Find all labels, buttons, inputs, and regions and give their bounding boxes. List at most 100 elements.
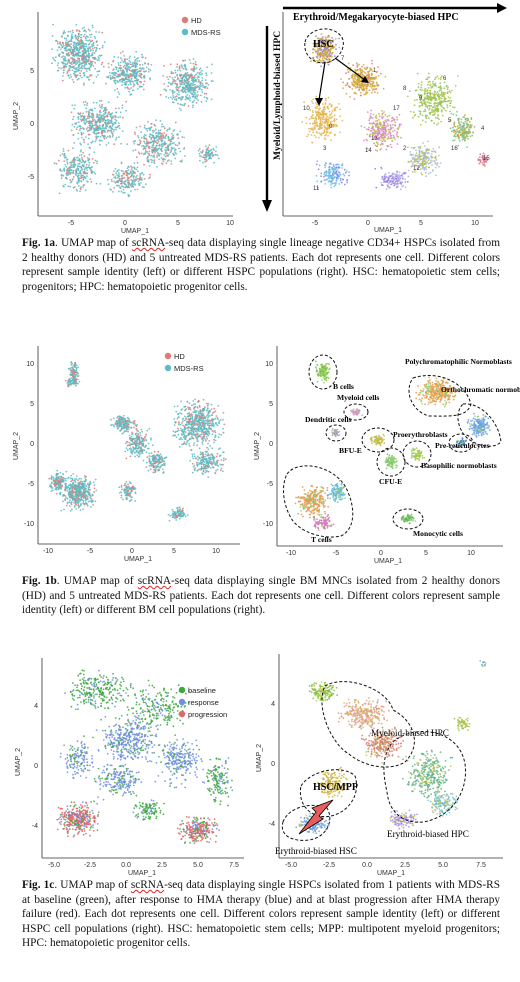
cluster-label: 3 <box>323 146 327 152</box>
cluster-label: 6 <box>443 76 447 82</box>
fig1b-caption: Fig. 1b. UMAP map of scRNA-seq data disp… <box>22 575 500 617</box>
tick: -2.5 <box>323 862 335 869</box>
tick: -5 <box>333 550 339 557</box>
tick: -5 <box>28 481 34 488</box>
tick: -4 <box>269 821 275 828</box>
tick: -10 <box>263 521 273 528</box>
legend: HD MDS-RS <box>181 16 221 37</box>
x-axis-label: UMAP_1 <box>128 870 156 877</box>
label-proerythroblasts: Proerythroblasts <box>393 430 448 439</box>
fig1b-right-umap: B cells Dendritic cells Myeloid cells BF… <box>254 346 520 565</box>
tick: -10 <box>24 521 34 528</box>
cluster-label: 11 <box>313 186 320 192</box>
tick: 0 <box>366 220 370 227</box>
tick: 0 <box>130 548 134 555</box>
tick: 0 <box>269 441 273 448</box>
cluster-label: 2 <box>403 146 407 152</box>
cluster-label: 12 <box>413 166 420 172</box>
x-axis-label: UMAP_1 <box>377 870 405 877</box>
cluster-label: 4 <box>481 126 485 132</box>
tick: 5 <box>176 220 180 227</box>
legend: HD MDS-RS <box>164 352 204 373</box>
x-axis-label: UMAP_1 <box>124 556 152 563</box>
tick: 5 <box>30 401 34 408</box>
tick: 0.0 <box>121 862 131 869</box>
tick: 0 <box>34 763 38 770</box>
tick: -10 <box>286 550 296 557</box>
tick: 0 <box>123 220 127 227</box>
tick: 5 <box>419 220 423 227</box>
cluster-label: 1 <box>373 68 377 74</box>
tick: 10 <box>212 548 220 555</box>
label-cfu-e: CFU-E <box>379 477 402 486</box>
y-axis-label: UMAP_2 <box>15 748 22 776</box>
tick: 10 <box>471 220 479 227</box>
tick: 5.0 <box>193 862 203 869</box>
tick: 7.5 <box>476 862 486 869</box>
tick: -4 <box>32 823 38 830</box>
fig1c-left-umap: -5.0 -2.5 0.0 2.5 5.0 7.5 4 0 -4 UMAP_1 … <box>15 658 244 877</box>
label-b-cells: B cells <box>333 382 354 391</box>
legend: baseline response progression <box>178 686 227 719</box>
fig1a-right-umap: Erythroid/Megakaryocyte-biased HPC Myelo… <box>262 3 507 234</box>
tick: 0 <box>271 761 275 768</box>
tick: -10 <box>43 548 53 555</box>
x-axis-label: UMAP_1 <box>374 558 402 565</box>
y-axis-label: UMAP_2 <box>13 432 20 460</box>
fig1c-right-umap: Myeloid-biased HPC HSC/MPP Erythroid-bia… <box>256 654 503 877</box>
tick: -5 <box>68 220 74 227</box>
svg-text:HD: HD <box>191 16 202 25</box>
tick: 2.5 <box>400 862 410 869</box>
tick: -5 <box>267 481 273 488</box>
tick: 5 <box>424 550 428 557</box>
tick: -5 <box>28 174 34 181</box>
tick: -5.0 <box>285 862 297 869</box>
cluster-label: 7 <box>341 56 345 62</box>
tick: 0 <box>379 550 383 557</box>
y-axis-label: UMAP_2 <box>254 432 261 460</box>
label-dendritic-cells: Dendritic cells <box>305 415 352 424</box>
fig1a-caption: Fig. 1a. UMAP map of scRNA-seq data disp… <box>22 237 500 293</box>
label-bfu-e: BFU-E <box>339 446 362 455</box>
label-myeloid-cells: Myeloid cells <box>337 393 379 402</box>
tick: 7.5 <box>229 862 239 869</box>
cluster-label: 17 <box>393 106 400 112</box>
tick: 0 <box>30 121 34 128</box>
label-t-cells: T cells <box>311 535 332 544</box>
cluster-label: 16 <box>451 146 458 152</box>
hsc-label: HSC <box>313 39 334 50</box>
tick: 5 <box>269 401 273 408</box>
tick: 10 <box>467 550 475 557</box>
y-axis-label: UMAP_2 <box>13 102 20 130</box>
tick: 5 <box>172 548 176 555</box>
label-erythroid-biased-hpc: Erythroid-biased HPC <box>387 829 469 839</box>
tick: 10 <box>265 361 273 368</box>
cluster-label: 8 <box>403 86 407 92</box>
label-pre-reticulocytes: Pre-reticulocytes <box>435 441 490 450</box>
top-arrow-label: Erythroid/Megakaryocyte-biased HPC <box>293 12 459 23</box>
y-axis-label: UMAP_2 <box>256 744 263 772</box>
cluster-label: 15 <box>483 156 490 162</box>
fig1b-left-umap: -10 -5 0 5 10 10 5 0 -5 -10 UMAP_1 UMAP_… <box>13 346 240 563</box>
label-basophilic: Basophilic normoblasts <box>421 461 497 470</box>
tick: 5 <box>30 68 34 75</box>
cluster-label: 9 <box>419 96 423 102</box>
tick: 4 <box>271 701 275 708</box>
label-monocytic-cells: Monocytic cells <box>413 529 463 538</box>
tick: 4 <box>34 703 38 710</box>
label-orthochromatic: Orthochromatic normoblasts <box>441 385 520 394</box>
label-hsc-mpp: HSC/MPP <box>313 782 358 793</box>
tick: 10 <box>226 220 234 227</box>
fig1c-caption: Fig. 1c. UMAP map of scRNA-seq data disp… <box>22 879 500 950</box>
label-erythroid-biased-hsc: Erythroid-biased HSC <box>275 846 357 856</box>
cluster-label: 13 <box>371 136 378 142</box>
label-myeloid-biased-hpc: Myeloid-biased HPC <box>371 728 449 738</box>
svg-text:MDS-RS: MDS-RS <box>191 28 221 37</box>
side-arrow-label: Myeloid/Lymphoid-biased HPC <box>273 31 283 160</box>
x-axis-label: UMAP_1 <box>121 228 149 235</box>
tick: 0 <box>30 441 34 448</box>
cluster-label: 0 <box>329 124 333 130</box>
tick: -2.5 <box>84 862 96 869</box>
tick: 0.0 <box>362 862 372 869</box>
tick: 5.0 <box>438 862 448 869</box>
